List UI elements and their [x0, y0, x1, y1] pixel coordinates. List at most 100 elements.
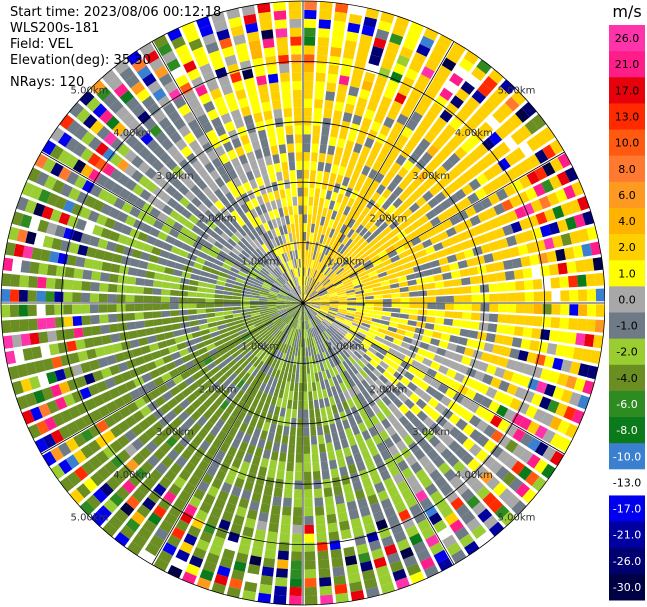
- velocity-bin: [365, 303, 375, 307]
- velocity-bin: [429, 171, 441, 184]
- velocity-bin: [480, 352, 492, 363]
- velocity-bin: [314, 224, 320, 234]
- velocity-bin: [470, 112, 484, 127]
- velocity-bin: [425, 351, 436, 360]
- velocity-bin: [489, 240, 500, 252]
- velocity-bin: [304, 569, 317, 579]
- velocity-bin: [502, 224, 514, 236]
- velocity-bin: [386, 552, 401, 565]
- velocity-bin: [363, 284, 373, 290]
- velocity-bin: [11, 211, 24, 226]
- velocity-bin: [320, 135, 329, 145]
- velocity-bin: [213, 259, 224, 267]
- velocity-bin: [314, 282, 321, 290]
- velocity-bin: [477, 508, 493, 523]
- velocity-bin: [108, 515, 124, 530]
- velocity-bin: [223, 295, 233, 299]
- velocity-bin: [175, 74, 189, 88]
- velocity-bin: [269, 312, 279, 318]
- velocity-bin: [233, 259, 244, 268]
- velocity-bin: [84, 398, 97, 411]
- velocity-bin: [469, 236, 480, 248]
- velocity-bin: [145, 235, 157, 246]
- velocity-bin: [112, 342, 123, 353]
- velocity-bin: [292, 89, 302, 99]
- velocity-bin: [312, 205, 318, 216]
- velocity-bin: [245, 170, 255, 181]
- velocity-bin: [445, 295, 454, 303]
- velocity-bin: [236, 379, 246, 389]
- velocity-bin: [468, 266, 479, 276]
- velocity-bin: [159, 403, 172, 415]
- velocity-bin: [304, 524, 315, 534]
- velocity-bin: [423, 269, 434, 277]
- velocity-bin: [165, 235, 176, 245]
- velocity-bin: [184, 429, 197, 441]
- velocity-bin: [446, 454, 460, 468]
- velocity-bin: [372, 228, 382, 238]
- velocity-bin: [280, 81, 291, 91]
- velocity-bin: [48, 251, 60, 263]
- velocity-bin: [511, 257, 523, 269]
- velocity-bin: [312, 260, 317, 270]
- velocity-bin: [266, 531, 278, 542]
- velocity-bin: [210, 137, 222, 149]
- velocity-bin: [423, 329, 434, 337]
- velocity-bin: [514, 232, 526, 245]
- velocity-bin: [96, 419, 109, 433]
- velocity-bin: [310, 346, 314, 356]
- velocity-bin: [372, 339, 382, 347]
- velocity-bin: [387, 413, 398, 425]
- velocity-bin: [224, 540, 238, 552]
- velocity-bin: [206, 149, 218, 162]
- velocity-bin: [411, 376, 422, 386]
- velocity-bin: [200, 245, 211, 255]
- velocity-bin: [434, 223, 445, 234]
- velocity-bin: [288, 232, 293, 243]
- velocity-bin: [271, 377, 278, 388]
- velocity-bin: [214, 339, 224, 347]
- velocity-bin: [317, 262, 323, 272]
- velocity-bin: [310, 306, 320, 311]
- velocity-bin: [274, 117, 284, 128]
- velocity-bin: [304, 1, 317, 11]
- velocity-bin: [284, 344, 290, 354]
- velocity-bin: [361, 449, 371, 461]
- velocity-bin: [16, 363, 29, 378]
- velocity-bin: [381, 284, 391, 290]
- velocity-bin: [329, 172, 337, 183]
- velocity-bin: [292, 232, 297, 242]
- velocity-bin: [38, 262, 49, 275]
- velocity-bin: [409, 202, 420, 213]
- velocity-bin: [369, 92, 382, 104]
- velocity-bin: [124, 415, 138, 428]
- velocity-bin: [305, 286, 310, 295]
- velocity-bin: [110, 263, 121, 273]
- velocity-bin: [54, 291, 64, 302]
- velocity-bin: [132, 140, 145, 154]
- velocity-bin: [314, 506, 325, 516]
- scan-info: Start time: 2023/08/06 00:12:18 WLS200s-…: [10, 5, 221, 91]
- velocity-bin: [274, 318, 283, 326]
- velocity-bin: [276, 255, 283, 265]
- velocity-bin: [250, 208, 259, 219]
- velocity-bin: [283, 325, 290, 334]
- velocity-bin: [435, 428, 448, 441]
- colorbar-tick-label: 6.0: [618, 189, 636, 202]
- velocity-bin: [265, 277, 275, 284]
- velocity-bin: [381, 395, 392, 406]
- velocity-bin: [382, 226, 393, 236]
- velocity-bin: [28, 216, 41, 231]
- velocity-bin: [418, 232, 430, 242]
- velocity-bin: [308, 319, 313, 329]
- velocity-bin: [199, 24, 214, 38]
- velocity-bin: [438, 365, 449, 375]
- velocity-bin: [238, 369, 247, 379]
- velocity-bin: [215, 449, 226, 461]
- velocity-bin: [354, 162, 364, 173]
- velocity-bin: [540, 126, 556, 142]
- velocity-bin: [33, 202, 46, 217]
- velocity-bin: [345, 289, 356, 294]
- velocity-bin: [474, 187, 487, 200]
- velocity-bin: [304, 267, 307, 277]
